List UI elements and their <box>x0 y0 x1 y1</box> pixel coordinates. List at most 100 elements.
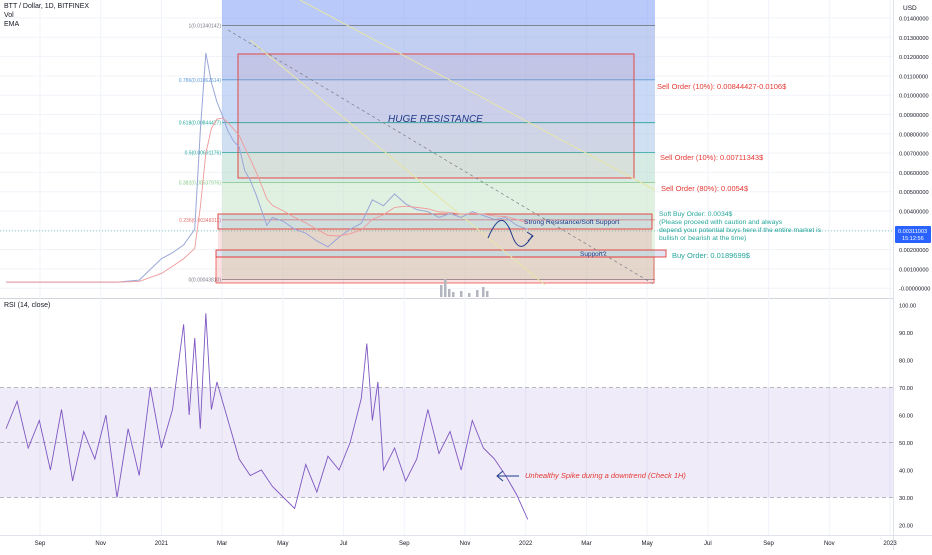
fib-level-label: 0.236(0.00348311) <box>179 218 221 224</box>
rsi-series <box>0 313 893 520</box>
rsi-tick-label: 70.00 <box>899 386 913 392</box>
volume-legend[interactable]: Vol <box>4 12 14 19</box>
fib-band <box>222 122 655 153</box>
time-tick-label: Sep <box>399 541 410 547</box>
time-tick-label: Nov <box>95 541 106 547</box>
rsi-title: RSI (14, close) <box>4 302 50 309</box>
price-tick-label: 0.00900000 <box>899 113 929 119</box>
projection-curve <box>487 219 533 247</box>
rsi-pane-bg <box>0 299 893 535</box>
trend-lines[interactable] <box>0 0 893 286</box>
volume-bar <box>460 291 463 297</box>
zones[interactable] <box>215 53 667 284</box>
sell-order-2-label: Sell Order (10%): 0.00711343$ <box>660 153 764 162</box>
fib-level-label: 0.5(0.00691176) <box>185 151 222 157</box>
fib-level-label: 0.786(0.01062614) <box>179 78 222 84</box>
soft-buy-label: Soft Buy Order: 0.0034$ <box>659 211 733 218</box>
time-tick-label: Sep <box>763 541 774 547</box>
rsi-line <box>5 313 529 520</box>
currency-label: USD <box>903 5 917 12</box>
price-tick-label: 0.01100000 <box>899 74 928 80</box>
huge-resistance-label: HUGE RESISTANCE <box>388 114 483 125</box>
ema-legend[interactable]: EMA <box>4 21 20 28</box>
yellow-trendline <box>249 39 546 286</box>
time-tick-label: May <box>277 541 288 547</box>
time-tick-label: 2021 <box>155 541 169 547</box>
time-tick-label: Nov <box>824 541 835 547</box>
price-series <box>6 52 528 283</box>
dashed-trendline <box>227 29 656 286</box>
sell-order-3-label: Sell Order (80%): 0.0054$ <box>661 184 749 193</box>
volume-bar <box>444 279 447 297</box>
last-price-badge[interactable] <box>895 226 931 243</box>
last-price-time: 15:12:56 <box>902 236 924 242</box>
time-axis[interactable]: Sep Nov 2021 Mar May Jul Sep Nov 2022 Mar May Jul Se… <box>35 541 898 547</box>
price-tick-label: 0.01000000 <box>899 94 929 100</box>
price-tick-label: 0.01400000 <box>899 17 929 23</box>
volume-bar <box>486 291 489 297</box>
soft-buy-label: (Please proceed with caution and always <box>659 219 783 226</box>
price-tick-label: 0.00100000 <box>899 267 929 273</box>
volume-bar <box>448 289 451 297</box>
strong-resistance-label: Strong Resistance/Soft Support <box>524 219 619 226</box>
fib-extension-band <box>222 0 655 26</box>
time-tick-label: May <box>641 541 652 547</box>
rsi-axis[interactable]: 100.00 90.00 80.00 70.00 60.00 50.00 40.00 30.0… <box>899 304 916 530</box>
huge-resistance-box <box>237 53 635 179</box>
fib-level-label: 1(0.01340142) <box>188 24 221 30</box>
time-tick-label: Jul <box>340 541 348 547</box>
volume-bar <box>476 290 479 297</box>
rsi-tick-label: 50.00 <box>899 441 913 447</box>
support-label: Support? <box>580 251 607 258</box>
buy-order-label: Buy Order: 0.0189699$ <box>672 251 751 260</box>
time-tick-label: Mar <box>217 541 227 547</box>
sell-order-1-label: Sell Order (10%): 0.00844427-0.0106$ <box>657 82 787 91</box>
time-tick-label: 2022 <box>519 541 533 547</box>
volume-bar <box>452 292 455 297</box>
fib-band <box>222 79 655 123</box>
rsi-tick-label: 40.00 <box>899 469 913 475</box>
price-axis[interactable]: 0.01400000 0.01300000 0.01200000 0.01100000… <box>895 17 931 293</box>
last-price-value: 0.00311003 <box>898 229 927 235</box>
fib-level-label: 0.382(0.00537976) <box>179 181 222 187</box>
price-tick-label: 0.00200000 <box>899 248 929 254</box>
soft-buy-label: bullish or bearish at the time) <box>659 235 746 242</box>
price-tick-label: 0.00700000 <box>899 152 929 158</box>
rsi-tick-label: 30.00 <box>899 496 913 502</box>
fib-band <box>222 25 655 80</box>
yellow-trendline <box>299 0 656 191</box>
annotations[interactable]: HUGE RESISTANCE Sell Order (10%): 0.00844… <box>388 82 822 482</box>
rsi-note-arrowhead <box>496 470 504 482</box>
symbol-title[interactable]: BTT / Dollar, 1D, BITFINEX <box>4 3 90 10</box>
time-tick-label: Jul <box>704 541 712 547</box>
volume-bar <box>468 293 471 297</box>
rsi-tick-label: 20.00 <box>899 524 913 530</box>
lower-red-zone <box>215 256 655 284</box>
fib-level-label: 0(0.00043810) <box>188 277 221 283</box>
rsi-tick-label: 80.00 <box>899 359 913 365</box>
ema-line <box>6 117 528 283</box>
time-tick-label: 2023 <box>883 541 897 547</box>
strong-resistance-box <box>217 213 653 230</box>
rsi-tick-label: 100.00 <box>899 304 916 310</box>
volume-bar <box>482 287 485 297</box>
volume-bars <box>440 279 489 297</box>
price-tick-label: 0.00500000 <box>899 190 929 196</box>
volume-bar <box>440 285 443 297</box>
time-tick-label: Mar <box>581 541 591 547</box>
price-tick-label: 0.01200000 <box>899 55 929 61</box>
price-tick-label: -0.00000000 <box>899 287 930 293</box>
rsi-note-label: Unhealthy Spike during a downtrend (Chec… <box>525 471 686 480</box>
fib-level-label: 0.618(0.00844427) <box>179 121 222 127</box>
price-tick-label: 0.01300000 <box>899 36 929 42</box>
time-tick-label: Nov <box>460 541 471 547</box>
projection-arrowhead <box>526 231 534 242</box>
price-tick-label: 0.00400000 <box>899 210 929 216</box>
rsi-tick-label: 90.00 <box>899 331 913 337</box>
rsi-tick-label: 60.00 <box>899 414 913 420</box>
price-tick-label: 0.00800000 <box>899 132 929 138</box>
time-tick-label: Sep <box>35 541 46 547</box>
soft-buy-label: depend your potential buys here if the e… <box>659 227 822 234</box>
